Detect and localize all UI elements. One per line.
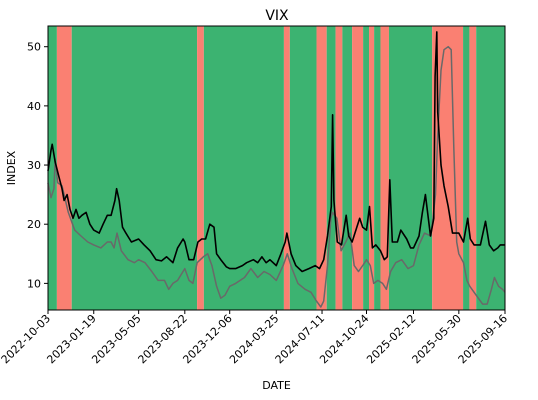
regime-band-up (476, 26, 505, 310)
y-axis-label: INDEX (5, 150, 18, 185)
regime-band-down (316, 26, 327, 310)
series-line-main (47, 31, 505, 273)
y-tick-label: 40 (27, 100, 41, 113)
regime-band-down (380, 26, 389, 310)
regime-band-up (342, 26, 353, 310)
y-tick-label: 10 (27, 277, 41, 290)
regime-band-up (363, 26, 370, 310)
regime-band-up (71, 26, 198, 310)
x-axis: 2022-10-032023-01-192023-05-052023-08-22… (0, 310, 510, 366)
chart-title: VIX (265, 8, 289, 24)
regime-band-up (203, 26, 284, 310)
y-tick-label: 20 (27, 218, 41, 231)
y-axis: 10 20 30 40 50 (27, 41, 48, 290)
regime-band-up (374, 26, 381, 310)
regime-band-down (56, 26, 72, 310)
x-tick-label: 2025-09-16 (456, 312, 510, 366)
regime-band-down (369, 26, 375, 310)
y-tick-label: 30 (27, 159, 41, 172)
regime-band-up (463, 26, 470, 310)
regime-band-down (469, 26, 477, 310)
regime-band-down (335, 26, 343, 310)
series-lines (47, 31, 506, 308)
regime-band-down (283, 26, 290, 310)
regime-band-down (352, 26, 364, 310)
x-axis-label: DATE (262, 379, 291, 392)
series-line-secondary (47, 45, 506, 308)
regime-bands (48, 26, 505, 310)
y-tick-label: 50 (27, 41, 41, 54)
regime-band-up (48, 26, 57, 310)
regime-band-down (197, 26, 204, 310)
